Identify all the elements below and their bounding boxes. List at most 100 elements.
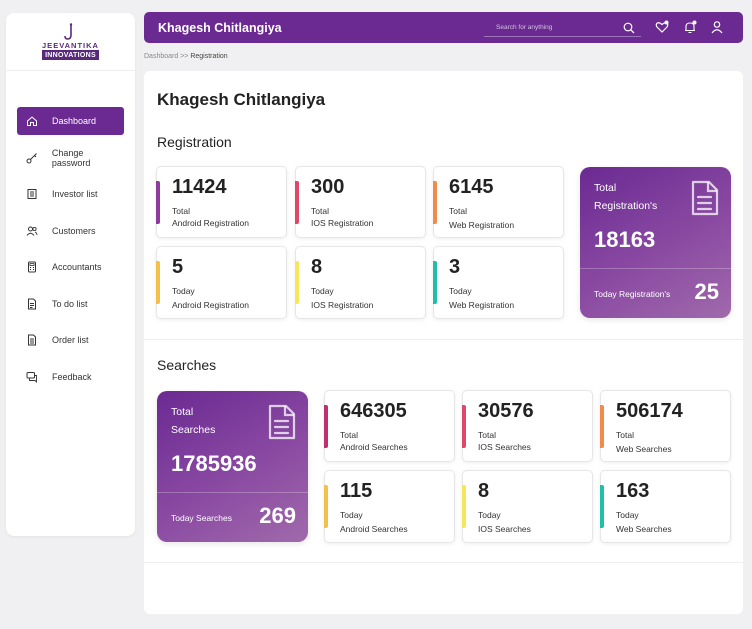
card-accent-bar bbox=[462, 485, 466, 528]
order-icon bbox=[25, 333, 39, 347]
android-registration-total-card: 11424 Total Android Registration bbox=[156, 166, 287, 238]
card-label-period: Total bbox=[616, 430, 634, 440]
home-icon bbox=[25, 114, 39, 128]
logo-text-bottom: INNOVATIONS bbox=[42, 51, 99, 60]
document-icon bbox=[267, 404, 297, 445]
ios-registration-total-card: 300 Total IOS Registration bbox=[295, 166, 426, 238]
summary-today-value: 269 bbox=[259, 503, 296, 528]
sidebar-item-dashboard[interactable]: Dashboard bbox=[17, 107, 124, 135]
calculator-icon bbox=[25, 260, 39, 274]
user-icon[interactable] bbox=[710, 20, 724, 34]
document-icon bbox=[690, 180, 720, 221]
card-label-type: Web Registration bbox=[449, 220, 515, 230]
card-label-period: Today bbox=[172, 286, 195, 296]
card-value: 8 bbox=[311, 256, 323, 278]
card-accent-bar bbox=[324, 485, 328, 528]
section-divider bbox=[144, 339, 743, 340]
breadcrumb-dashboard[interactable]: Dashboard bbox=[144, 53, 179, 60]
card-accent-bar bbox=[433, 181, 437, 224]
sidebar-item-accountants[interactable]: Accountants bbox=[17, 253, 124, 281]
web-registration-total-card: 6145 Total Web Registration bbox=[433, 166, 564, 238]
search-bar bbox=[484, 19, 641, 37]
todo-icon bbox=[25, 297, 39, 311]
sidebar-item-label: Feedback bbox=[52, 371, 92, 382]
android-searches-total-card: 646305 Total Android Searches bbox=[324, 390, 455, 462]
summary-today-label: Today Searches bbox=[171, 513, 232, 523]
sidebar-item-customers[interactable]: Customers bbox=[17, 217, 124, 245]
summary-divider bbox=[157, 492, 308, 493]
card-label-period: Total bbox=[172, 206, 190, 216]
sidebar-item-label: Accountants bbox=[52, 262, 102, 272]
card-accent-bar bbox=[156, 261, 160, 304]
card-accent-bar bbox=[462, 405, 466, 448]
card-value: 506174 bbox=[616, 400, 683, 422]
card-label-type: IOS Searches bbox=[478, 442, 531, 452]
sidebar-item-label: Dashboard bbox=[52, 116, 97, 126]
sidebar-item-order-list[interactable]: Order list bbox=[17, 326, 124, 354]
sidebar-item-investor-list[interactable]: Investor list bbox=[17, 180, 124, 208]
card-label-period: Total bbox=[311, 206, 329, 216]
hook-logo-icon bbox=[62, 23, 80, 41]
bell-icon[interactable] bbox=[683, 20, 697, 34]
summary-total-value: 1785936 bbox=[171, 451, 257, 476]
key-icon bbox=[25, 151, 39, 165]
search-icon[interactable] bbox=[623, 21, 635, 39]
card-accent-bar bbox=[295, 181, 299, 224]
card-accent-bar bbox=[156, 181, 160, 224]
card-label-period: Today bbox=[616, 510, 639, 520]
card-value: 3 bbox=[449, 256, 461, 278]
android-searches-today-card: 115 Today Android Searches bbox=[324, 470, 455, 543]
brand-logo[interactable]: JEEVANTIKA INNOVATIONS bbox=[6, 13, 135, 71]
card-accent-bar bbox=[433, 261, 437, 304]
summary-label-line2: Registration's bbox=[594, 200, 658, 212]
list-icon bbox=[25, 187, 39, 201]
card-value: 30576 bbox=[478, 400, 534, 422]
summary-today-value: 25 bbox=[694, 279, 719, 304]
card-label-type: Android Registration bbox=[172, 300, 250, 310]
breadcrumb: Dashboard >> Registration bbox=[144, 53, 228, 60]
card-label-type: Android Registration bbox=[172, 218, 250, 228]
sidebar-item-label: Customers bbox=[52, 225, 96, 236]
card-value: 6145 bbox=[449, 176, 494, 198]
sidebar-item-label: To do list bbox=[52, 298, 88, 309]
card-accent-bar bbox=[600, 405, 604, 448]
summary-label-line1: Total bbox=[594, 182, 617, 194]
sidebar-item-label: Order list bbox=[52, 335, 89, 345]
card-label-period: Today bbox=[478, 510, 501, 520]
sidebar-item-change-password[interactable]: Change password bbox=[17, 144, 124, 172]
card-label-type: Android Searches bbox=[340, 442, 408, 452]
sidebar-item-to-do-list[interactable]: To do list bbox=[17, 290, 124, 318]
card-accent-bar bbox=[324, 405, 328, 448]
summary-total-value: 18163 bbox=[594, 227, 656, 252]
page-title: Khagesh Chitlangiya bbox=[157, 90, 326, 109]
sidebar: JEEVANTIKA INNOVATIONS Dashboard Change … bbox=[6, 13, 135, 536]
card-accent-bar bbox=[600, 485, 604, 528]
sidebar-item-feedback[interactable]: Feedback bbox=[17, 363, 124, 391]
top-header: Khagesh Chitlangiya bbox=[144, 12, 743, 43]
card-value: 300 bbox=[311, 176, 345, 198]
total-registrations-summary-card: Total Registration's 18163 Today Registr… bbox=[580, 167, 731, 318]
card-accent-bar bbox=[295, 261, 299, 304]
web-searches-total-card: 506174 Total Web Searches bbox=[600, 390, 731, 462]
card-value: 8 bbox=[478, 480, 490, 502]
card-label-period: Today bbox=[340, 510, 363, 520]
card-label-type: Web Searches bbox=[616, 524, 672, 534]
section-divider bbox=[144, 562, 743, 563]
card-value: 11424 bbox=[172, 176, 227, 198]
ios-searches-total-card: 30576 Total IOS Searches bbox=[462, 390, 593, 462]
sidebar-item-label: Investor list bbox=[52, 189, 98, 199]
sidebar-nav: Dashboard Change password Investor list … bbox=[17, 107, 124, 399]
ios-searches-today-card: 8 Today IOS Searches bbox=[462, 470, 593, 543]
card-label-type: IOS Searches bbox=[478, 524, 531, 534]
sidebar-item-label: Change password bbox=[51, 147, 91, 168]
card-label-period: Today bbox=[449, 286, 472, 296]
card-value: 646305 bbox=[340, 400, 407, 422]
chat-icon bbox=[25, 370, 39, 384]
search-input[interactable] bbox=[484, 24, 614, 31]
searches-section-title: Searches bbox=[157, 357, 217, 373]
card-label-type: IOS Registration bbox=[311, 218, 374, 228]
heart-notification-icon[interactable] bbox=[655, 20, 669, 34]
android-registration-today-card: 5 Today Android Registration bbox=[156, 246, 287, 319]
main-panel: Khagesh Chitlangiya Registration 11424 T… bbox=[144, 71, 743, 614]
card-label-type: Android Searches bbox=[340, 524, 408, 534]
